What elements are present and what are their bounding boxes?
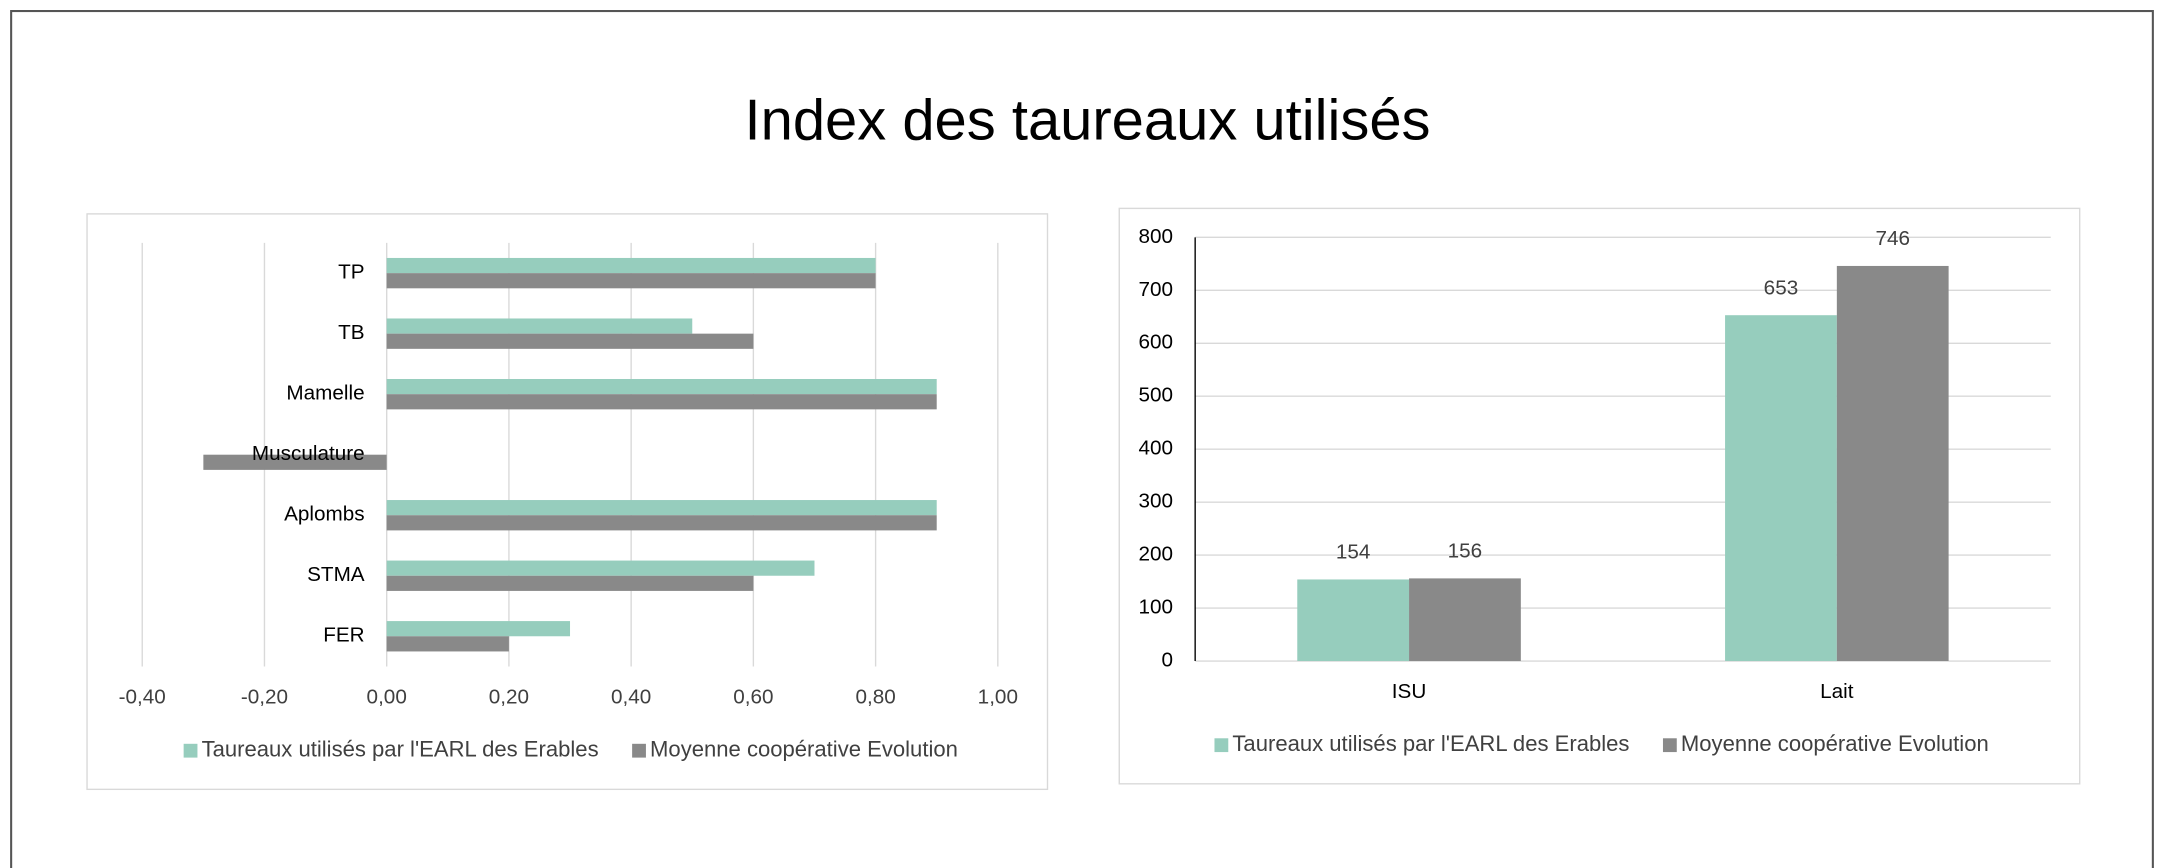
y-tick-label: 700 [1139, 278, 1174, 301]
bar [386, 515, 937, 531]
bar [386, 318, 693, 334]
bar [386, 333, 754, 349]
legend-label: Moyenne coopérative Evolution [650, 737, 958, 762]
category-label: TB [338, 321, 364, 344]
bar [1297, 579, 1410, 662]
category-label: ISU [1392, 680, 1426, 703]
bar [203, 454, 387, 470]
category-label: TP [338, 261, 364, 284]
y-tick-label: 200 [1139, 543, 1174, 566]
category-label: Aplombs [284, 503, 365, 526]
legend-label: Moyenne coopérative Evolution [1681, 731, 1989, 756]
legend-swatch [1214, 738, 1229, 753]
category-label: Musculature [252, 442, 365, 465]
legend-swatch [183, 743, 198, 758]
y-tick-label: 600 [1139, 331, 1174, 354]
data-label: 154 [1336, 541, 1371, 564]
bar [386, 621, 571, 637]
legend-swatch [1662, 738, 1677, 753]
bar [1409, 578, 1521, 662]
bar [386, 575, 754, 591]
x-tick-label: 0,00 [367, 686, 407, 709]
x-tick-label: -0,20 [241, 686, 288, 709]
bar [386, 636, 509, 652]
category-label: FER [323, 624, 364, 647]
x-tick-label: 0,80 [855, 686, 895, 709]
page-title: Index des taureaux utilisés [745, 89, 1431, 153]
x-tick-label: 0,20 [489, 686, 529, 709]
bar [386, 273, 876, 289]
x-tick-label: -0,40 [119, 686, 166, 709]
x-tick-label: 0,40 [611, 686, 651, 709]
bar [386, 257, 876, 274]
category-label: Mamelle [286, 382, 364, 405]
legend-swatch [632, 743, 646, 758]
data-label: 156 [1448, 540, 1483, 563]
y-tick-label: 300 [1139, 490, 1174, 513]
data-label: 746 [1875, 227, 1910, 250]
bar [1725, 315, 1837, 662]
legend-label: Taureaux utilisés par l'EARL des Erables [1232, 731, 1629, 756]
category-label: STMA [307, 563, 365, 586]
y-tick-label: 0 [1162, 648, 1174, 671]
y-tick-label: 100 [1139, 596, 1174, 619]
y-tick-label: 400 [1139, 437, 1174, 460]
y-tick-label: 500 [1139, 384, 1174, 407]
category-label: Lait [1820, 680, 1854, 703]
x-tick-label: 0,60 [733, 686, 773, 709]
data-label: 653 [1764, 276, 1799, 299]
bar [1836, 265, 1949, 662]
bar [386, 394, 937, 410]
bar [386, 378, 937, 395]
bar [386, 500, 937, 516]
y-tick-label: 800 [1139, 225, 1174, 248]
legend-label: Taureaux utilisés par l'EARL des Erables [202, 737, 599, 762]
x-tick-label: 1,00 [978, 686, 1018, 709]
bar [386, 560, 815, 576]
